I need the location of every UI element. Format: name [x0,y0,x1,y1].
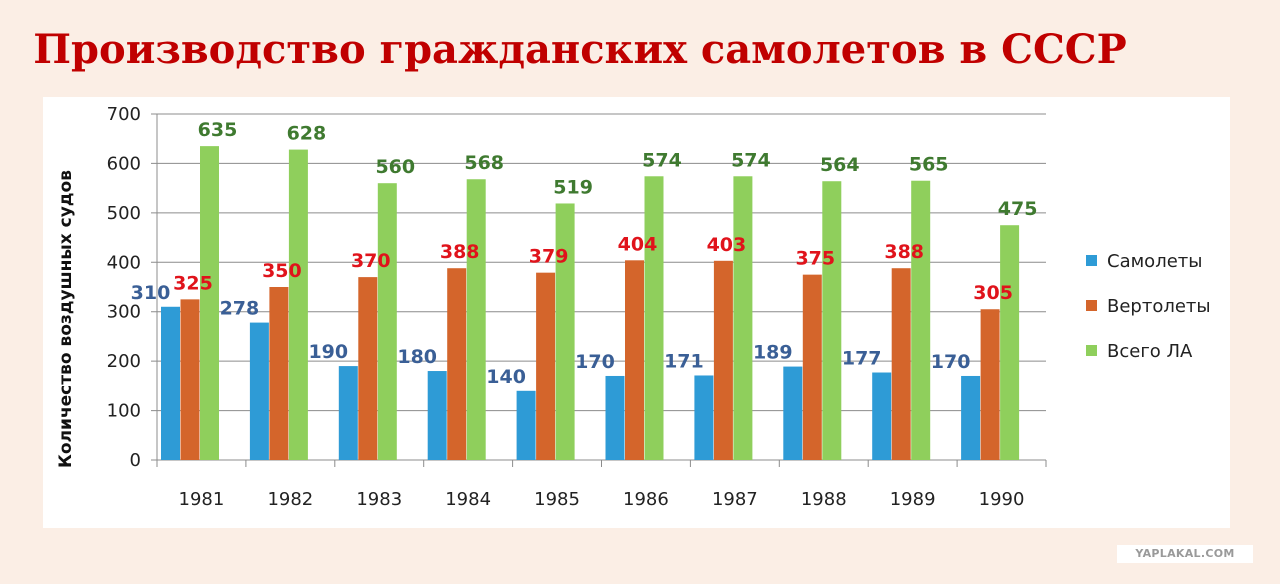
bar-0 [961,375,981,460]
x-axis-ticks: 1981 1982 1983 1984 1985 1986 1987 1988 1989 1990 [156,460,1047,510]
bar-2 [555,203,575,461]
y-tick-label: 400 [107,252,141,273]
bar-0 [872,372,892,460]
legend: Самолеты Вертолеты Всего ЛА [1086,251,1211,362]
bar-1 [713,260,733,460]
legend-swatch [1086,345,1097,356]
data-label: 564 [820,154,860,176]
legend-swatch [1086,300,1097,311]
data-label: 170 [931,351,971,373]
data-label: 170 [575,351,615,373]
data-label: 404 [618,233,658,255]
x-tick-label: 1987 [712,489,758,510]
data-label: 475 [998,198,1038,220]
y-tick-label: 300 [107,302,141,323]
bar-1 [891,268,911,460]
bar-2 [733,176,753,460]
x-tick-label: 1988 [801,489,847,510]
data-label: 574 [642,149,682,171]
y-tick-label: 600 [107,153,141,174]
data-label: 403 [707,234,747,256]
bar-0 [783,366,803,460]
bar-0 [338,366,358,460]
bar-2 [1000,225,1020,460]
data-label: 325 [173,272,213,294]
data-label: 171 [664,350,704,372]
y-tick-label: 200 [107,351,141,372]
data-label: 519 [553,176,593,198]
legend-entry: Вертолеты [1107,296,1211,317]
legend-entry: Самолеты [1107,251,1202,272]
data-label: 635 [198,119,238,141]
bar-0 [427,371,447,460]
bar-1 [447,268,467,460]
bar-2 [288,149,308,460]
y-tick-label: 0 [130,450,141,471]
bar-0 [516,390,536,460]
bar-2 [822,181,842,461]
y-axis-label: Количество воздушных судов [56,170,76,468]
data-label: 190 [308,341,348,363]
data-label: 574 [731,149,771,171]
bar-0 [605,375,625,460]
x-tick-label: 1983 [356,489,402,510]
x-tick-label: 1990 [979,489,1025,510]
bar-2 [377,183,397,460]
bar-2 [911,180,931,460]
legend-swatch [1086,255,1097,266]
bar-0 [694,375,714,460]
y-axis-ticks: 0 100 200 300 400 500 600 700 [107,104,141,471]
x-tick-label: 1985 [534,489,580,510]
legend-entry: Всего ЛА [1107,341,1193,362]
bar-0 [161,306,180,460]
data-label: 568 [464,152,504,174]
bar-1 [980,309,1000,460]
bar-2 [644,176,664,460]
bar-1 [625,260,644,460]
watermark: YAPLAKAL.COM [1117,545,1253,563]
bar-1 [536,272,556,460]
x-tick-label: 1986 [623,489,669,510]
x-tick-label: 1981 [179,489,225,510]
data-label: 305 [973,282,1013,304]
data-label: 310 [131,282,171,304]
data-label: 350 [262,260,302,282]
y-tick-label: 700 [107,104,141,125]
data-label: 177 [842,348,882,370]
data-label: 379 [529,246,569,268]
bar-1 [269,287,289,460]
data-label: 375 [795,248,835,270]
data-label: 140 [486,366,526,388]
bar-1 [180,299,200,460]
chart-title: Производство гражданских самолетов в ССС… [33,26,1127,73]
data-label: 180 [397,346,437,368]
data-label: 565 [909,154,949,176]
x-tick-label: 1984 [445,489,491,510]
data-label: 189 [753,342,793,364]
x-tick-label: 1989 [890,489,936,510]
bar-2 [200,146,219,460]
data-label: 560 [375,156,415,178]
data-label: 278 [220,298,260,320]
bar-2 [466,179,486,460]
data-label: 388 [884,241,924,263]
data-label: 370 [351,250,391,272]
bars [161,146,1020,461]
data-label: 388 [440,241,480,263]
y-tick-label: 100 [107,401,141,422]
y-tick-label: 500 [107,203,141,224]
bar-0 [249,322,269,460]
data-label: 628 [287,123,327,145]
bar-1 [802,274,822,460]
x-tick-label: 1982 [267,489,313,510]
bar-1 [358,277,378,460]
